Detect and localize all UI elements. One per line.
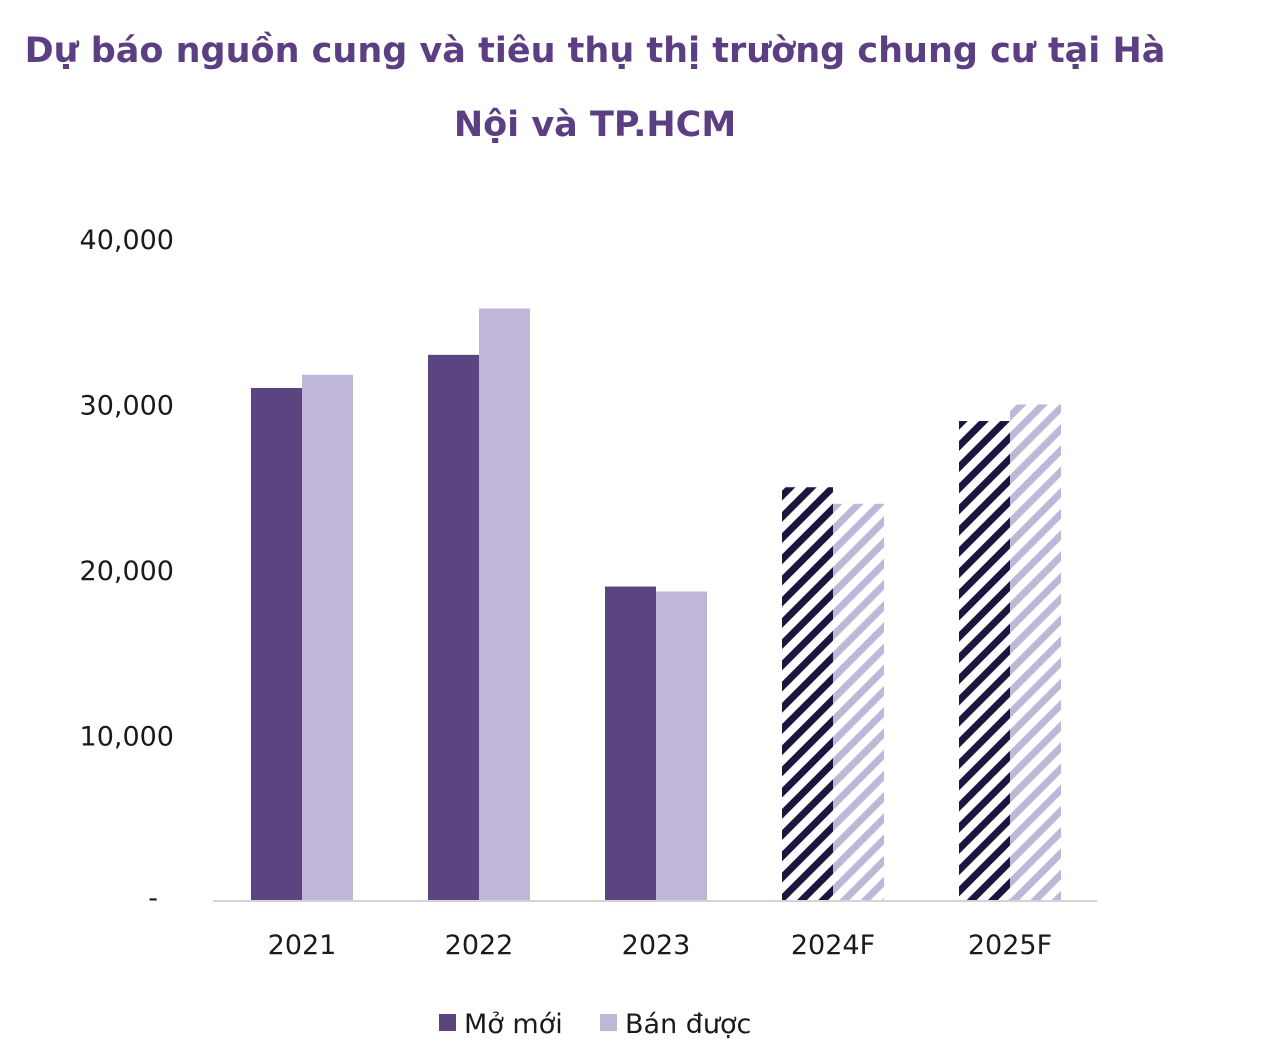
bar-ban-duoc-2024f [833,503,884,901]
bar-mo-moi-2025f [959,421,1010,901]
bar-ban-duoc-2022 [479,308,530,901]
bar-mo-moi-2022 [428,354,479,902]
legend-swatch [600,1014,617,1031]
bar-mo-moi-2023 [605,586,656,901]
legend-label: Bán được [625,1009,751,1040]
chart-title-line-1: Dự báo nguồn cung và tiêu thụ thị trường… [24,31,1166,71]
bar-mo-moi-2021 [251,387,302,901]
bar-mo-moi-2024f [782,487,833,901]
y-tick-label: 20,000 [80,556,174,587]
x-axis: 2021 2022 2023 2024F 2025F [268,930,1052,961]
x-tick-label: 2021 [268,930,337,961]
legend-label: Mở mới [464,1009,563,1040]
x-tick-label: 2024F [791,930,875,961]
y-tick-label: 40,000 [80,225,174,256]
x-tick-label: 2023 [622,930,691,961]
bar-ban-duoc-2021 [302,374,353,902]
bar-ban-duoc-2025f [1010,404,1061,901]
x-tick-label: 2025F [968,930,1052,961]
chart-title: Dự báo nguồn cung và tiêu thụ thị trường… [0,14,1190,162]
x-tick-label: 2022 [445,930,514,961]
bars [251,308,1061,902]
y-axis: - 10,000 20,000 30,000 40,000 [80,225,174,914]
legend: Mở mới Bán được [439,1009,751,1040]
y-tick-label: 30,000 [80,391,174,422]
y-tick-label: 10,000 [80,722,174,753]
chart-title-line-2: Nội và TP.HCM [453,105,737,145]
y-tick-label: - [148,883,158,914]
legend-swatch [439,1014,456,1031]
bar-ban-duoc-2023 [656,591,707,901]
